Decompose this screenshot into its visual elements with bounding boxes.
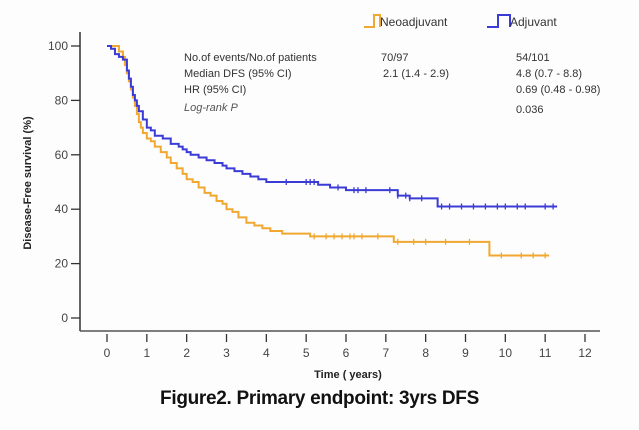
curve-neoadjuvant bbox=[107, 45, 550, 257]
stats-table: No.of events/No.of patients 70/97 54/101… bbox=[184, 52, 600, 116]
stat-neo-events: 70/97 bbox=[381, 52, 409, 64]
stat-adj-hr: 0.69 (0.48 - 0.98) bbox=[516, 84, 600, 96]
legend-swatch-adjuvant bbox=[487, 14, 511, 28]
stat-adj-logrank: 0.036 bbox=[516, 104, 544, 116]
x-tick-label: 10 bbox=[499, 346, 513, 360]
x-tick-label: 2 bbox=[183, 346, 190, 360]
figure-caption: Figure2. Primary endpoint: 3yrs DFS bbox=[160, 388, 479, 409]
stat-adj-median: 4.8 (0.7 - 8.8) bbox=[516, 68, 582, 80]
y-tick-label: 20 bbox=[55, 257, 69, 271]
x-tick-label: 1 bbox=[143, 346, 150, 360]
legend-label-neoadjuvant: Neoadjuvant bbox=[380, 15, 448, 29]
y-tick-label: 40 bbox=[55, 202, 69, 216]
y-tick-label: 0 bbox=[61, 311, 68, 325]
stat-neo-median: 2.1 (1.4 - 2.9) bbox=[383, 68, 449, 80]
stat-adj-events: 54/101 bbox=[516, 52, 550, 64]
y-axis-title: Disease-Free survival (%) bbox=[22, 116, 34, 250]
y-tick-label: 80 bbox=[55, 93, 69, 107]
legend-item-adjuvant[interactable]: Adjuvant bbox=[487, 14, 557, 29]
legend-item-neoadjuvant[interactable]: Neoadjuvant bbox=[364, 14, 448, 29]
x-axis-title: Time ( years) bbox=[314, 369, 382, 381]
stat-label-events: No.of events/No.of patients bbox=[184, 52, 317, 64]
y-tick-label: 60 bbox=[55, 148, 69, 162]
stat-label-logrank: Log-rank P bbox=[184, 102, 238, 114]
x-tick-label: 7 bbox=[382, 346, 389, 360]
x-tick-label: 11 bbox=[539, 346, 552, 360]
y-tick-label: 100 bbox=[48, 39, 68, 53]
x-tick-label: 3 bbox=[223, 346, 230, 360]
legend-swatch-neoadjuvant bbox=[364, 14, 381, 28]
x-tick-label: 4 bbox=[263, 346, 270, 360]
legend: Neoadjuvant Adjuvant bbox=[364, 14, 557, 29]
x-tick-label: 8 bbox=[422, 346, 429, 360]
x-tick-label: 5 bbox=[303, 346, 310, 360]
curve-adjuvant bbox=[107, 45, 558, 208]
x-tick-label: 9 bbox=[462, 346, 469, 360]
x-tick-label: 6 bbox=[343, 346, 350, 360]
x-tick-label: 12 bbox=[578, 346, 592, 360]
x-tick-label: 0 bbox=[104, 346, 111, 360]
stat-label-hr: HR (95% CI) bbox=[184, 84, 246, 96]
stat-label-median: Median DFS (95% CI) bbox=[184, 68, 292, 80]
legend-label-adjuvant: Adjuvant bbox=[510, 15, 557, 29]
